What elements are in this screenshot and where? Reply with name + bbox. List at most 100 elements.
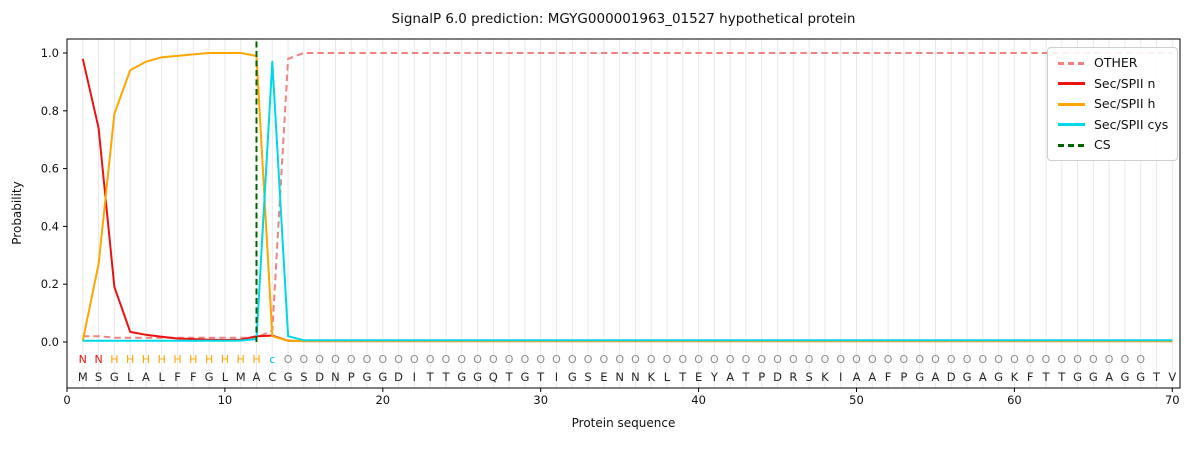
residue-letter: G [915,370,924,384]
legend-item-sec-spii-cys: Sec/SPII cys [1058,117,1168,132]
residue-letter: D [947,370,956,384]
annotation-letter: O [1089,353,1098,366]
annotation-letter: O [1042,353,1051,366]
residue-letter: N [615,370,624,384]
annotation-letter: O [836,353,845,366]
annotation-letter: H [173,353,181,366]
residue-letter: I [839,370,842,384]
residue-letter: T [1041,370,1050,384]
annotation-letter: O [536,353,545,366]
x-tick-label: 70 [1165,393,1180,407]
sequence-letters: NMNSHGHLHAHLHFHFHGHLHMHAcCOGOSODONOPOGOG… [78,353,1177,384]
residue-letter: A [1105,370,1113,384]
residue-letter: A [853,370,861,384]
annotation-letter: O [489,353,498,366]
legend-line-cs [1058,143,1085,147]
annotation-letter: O [615,353,624,366]
legend-line-other [1058,61,1085,65]
y-tick-label: 0.8 [41,104,59,118]
residue-letter: M [78,370,88,384]
residue-letter: M [236,370,246,384]
annotation-letter: O [331,353,340,366]
residue-letter: G [1089,370,1098,384]
annotation-letter: N [79,353,87,366]
axes-and-ticks: 0 10 20 30 40 50 60 70 0.0 0.2 0.4 0.6 0.8 1.0 [41,38,1181,407]
chart-title: SignalP 6.0 prediction: MGYG000001963_01… [391,11,856,27]
annotation-letter: O [868,353,877,366]
residue-letter: I [555,370,558,384]
annotation-letter: O [584,353,593,366]
annotation-letter: O [884,353,893,366]
residue-letter: D [773,370,782,384]
annotation-letter: H [110,353,118,366]
annotation-letter: O [900,353,909,366]
legend-line-sec-spii-cys [1058,123,1085,126]
annotation-letter: H [142,353,150,366]
y-tick-label: 0.4 [41,219,59,233]
annotation-letter: O [1136,353,1145,366]
y-tick-label: 1.0 [41,46,59,60]
annotation-letter: O [284,353,293,366]
annotation-letter: O [773,353,782,366]
legend-item-cs: CS [1058,138,1167,152]
residue-letter: G [1120,370,1129,384]
annotation-letter: O [805,353,814,366]
residue-letter: T [536,370,545,384]
residue-letter: G [1136,370,1145,384]
residue-letter: F [885,370,892,384]
residue-letter: K [821,370,829,384]
annotation-letter: O [631,353,640,366]
annotation-letter: O [678,353,687,366]
annotation-letter: O [757,353,766,366]
residue-letter: R [789,370,797,384]
residue-letter: A [932,370,940,384]
annotation-letter: H [158,353,166,366]
gridlines [82,39,1173,388]
y-axis-label: Probability [10,181,24,245]
residue-letter: K [1011,370,1019,384]
x-tick-label: 10 [218,393,233,407]
annotation-letter: O [378,353,387,366]
annotation-letter: O [978,353,987,366]
annotation-letter: H [189,353,197,366]
annotation-letter: O [963,353,972,366]
residue-letter: F [1027,370,1034,384]
residue-letter: P [900,370,907,384]
residue-letter: S [584,370,591,384]
annotation-letter: O [994,353,1003,366]
residue-letter: G [110,370,119,384]
legend-label-sec-spii-h: Sec/SPII h [1094,96,1156,111]
annotation-letter: O [852,353,861,366]
residue-letter: S [805,370,812,384]
residue-letter: T [741,370,750,384]
residue-letter: T [505,370,514,384]
residue-letter: Y [710,370,719,384]
annotation-letter: O [457,353,466,366]
residue-letter: D [315,370,324,384]
annotation-letter: H [205,353,213,366]
curve-Sec/SPII n [81,58,1173,343]
residue-letter: Q [489,370,498,384]
axes-spines [66,38,1181,389]
annotation-letter: N [94,353,102,366]
x-tick-label: 20 [375,393,390,407]
annotation-letter: O [300,353,309,366]
residue-letter: N [631,370,640,384]
residue-letter: A [726,370,734,384]
residue-letter: I [413,370,416,384]
residue-letter: N [331,370,340,384]
annotation-letter: O [726,353,735,366]
annotation-letter: O [1026,353,1035,366]
y-tick-label: 0.0 [41,335,59,349]
curve-Sec/SPII cys [82,60,1173,342]
y-tick-label: 0.6 [41,162,59,176]
legend-item-other: OTHER [1058,56,1167,70]
residue-letter: A [979,370,987,384]
residue-letter: V [1168,370,1176,384]
residue-letter: A [868,370,876,384]
annotation-letter: O [789,353,798,366]
residue-letter: L [127,370,134,384]
residue-letter: C [268,370,276,384]
